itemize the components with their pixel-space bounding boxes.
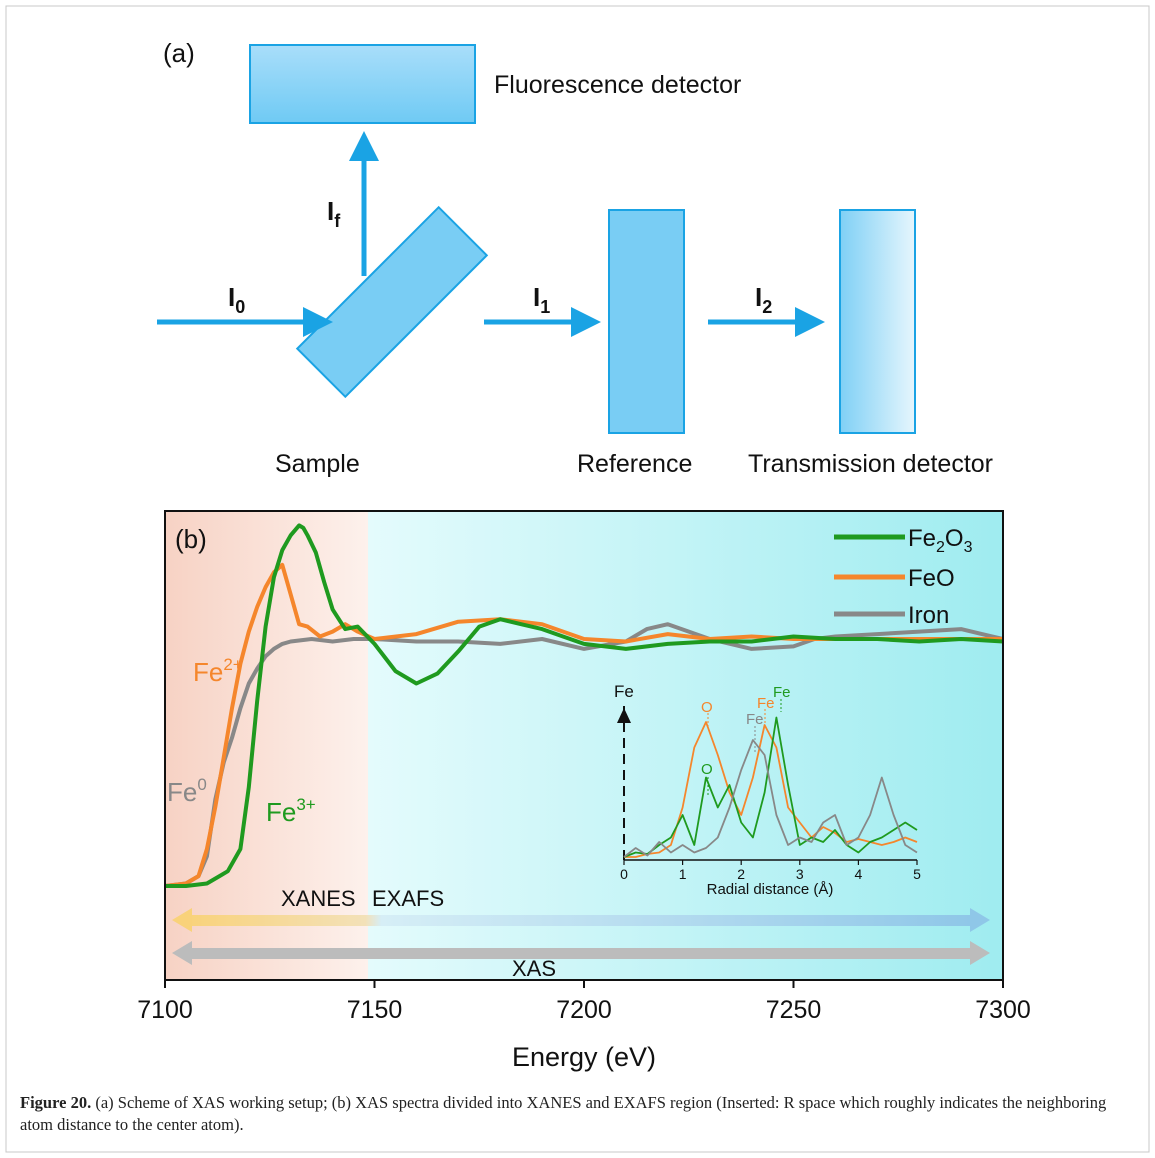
inset-line-fe2o3 <box>623 716 918 858</box>
beam-i2-label: I2 <box>755 282 772 317</box>
peak-label-o-feo: O <box>701 699 713 716</box>
legend: Fe2O3 FeO Iron <box>834 525 973 629</box>
figure-border <box>5 5 1150 1153</box>
xanes-label: XANES <box>281 886 356 911</box>
legend-label-iron: Iron <box>908 602 949 629</box>
exafs-region <box>368 511 1003 980</box>
beam-if-label: If <box>327 196 341 231</box>
sample-label: Sample <box>275 450 360 478</box>
inset-lines <box>623 716 918 858</box>
beam-i1-label: I1 <box>533 282 550 317</box>
panel-b-label: (b) <box>175 524 207 554</box>
peak-label-o-fe2o3: O <box>701 761 713 778</box>
panel-a: (a) Fluorescence detector Sample Referen… <box>157 38 993 478</box>
transmission-detector-label: Transmission detector <box>748 450 993 478</box>
peak-label-fe-fe2o3: Fe <box>773 684 791 701</box>
xas-label: XAS <box>512 956 556 981</box>
beam-i0-label: I0 <box>228 282 245 317</box>
annotation-fe3plus: Fe3+ <box>266 795 316 827</box>
caption-text: (a) Scheme of XAS working setup; (b) XAS… <box>20 1093 1107 1134</box>
inset-x-axis-title: Radial distance (Å) <box>707 881 834 898</box>
inset-x-tick-label-4: 4 <box>855 866 863 882</box>
annotation-fe0: Fe0 <box>167 775 207 807</box>
peak-label-fe-iron: Fe <box>746 711 764 728</box>
x-tick-label-7300: 7300 <box>975 996 1031 1024</box>
x-axis: 7100 7150 7200 7250 7300 <box>137 980 1031 1024</box>
inset-x-tick-label-0: 0 <box>620 866 628 882</box>
spectra-lines <box>164 523 1004 888</box>
panel-b: (b) Fe2O3 FeO Iron Fe2+ Fe0 Fe3+ XANES E… <box>137 510 1031 1072</box>
inset-x-tick-label-5: 5 <box>913 866 921 882</box>
xas-arrow <box>172 941 990 965</box>
legend-label-feo: FeO <box>908 565 955 592</box>
exafs-label: EXAFS <box>372 886 444 911</box>
fluorescence-detector-label: Fluorescence detector <box>494 71 741 99</box>
transmission-detector-box <box>839 209 916 434</box>
sample-slab <box>295 205 489 399</box>
series-line-feo <box>164 562 1003 888</box>
series-line-fe2o3 <box>165 523 1004 888</box>
inset-line-feo <box>624 721 918 858</box>
legend-label-fe2o3: Fe2O3 <box>908 525 973 556</box>
x-tick-label-7150: 7150 <box>347 996 403 1024</box>
inset-x-ticks: 0 1 2 3 4 5 <box>620 860 921 882</box>
inset-x-tick-label-1: 1 <box>679 866 687 882</box>
x-tick-label-7100: 7100 <box>137 996 193 1024</box>
reference-label: Reference <box>577 450 692 478</box>
caption-label: Figure 20. <box>20 1093 92 1112</box>
inset-y-label: Fe <box>614 682 634 701</box>
inset-x-tick-label-2: 2 <box>737 866 745 882</box>
reference-box <box>608 209 685 434</box>
peak-label-fe-feo: Fe <box>757 695 775 712</box>
inset-line-iron <box>623 739 918 858</box>
x-axis-title: Energy (eV) <box>512 1042 656 1072</box>
figure-caption: Figure 20. (a) Scheme of XAS working set… <box>20 1092 1140 1136</box>
inset-y-arrowhead <box>617 708 631 723</box>
inset-x-tick-label-3: 3 <box>796 866 804 882</box>
annotation-fe2plus: Fe2+ <box>193 655 243 687</box>
x-tick-label-7200: 7200 <box>556 996 612 1024</box>
fluorescence-detector-box <box>249 44 476 124</box>
x-tick-label-7250: 7250 <box>766 996 822 1024</box>
panel-a-label: (a) <box>163 38 195 68</box>
xanes-exafs-arrow <box>172 908 990 932</box>
